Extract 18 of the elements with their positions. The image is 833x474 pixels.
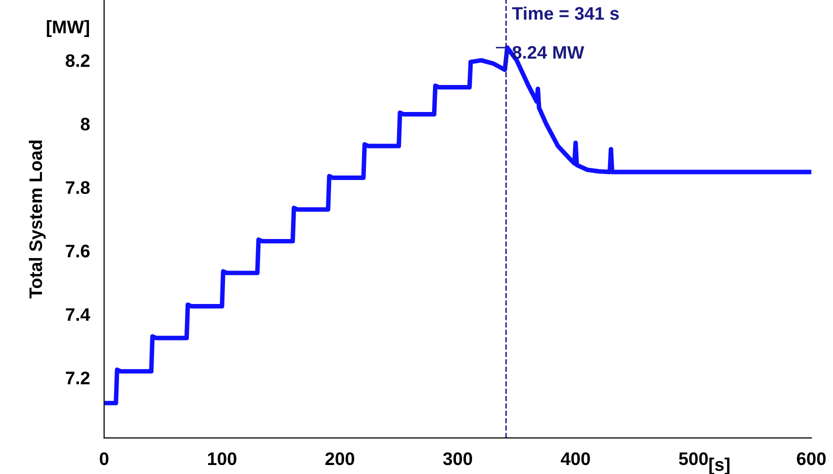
x-tick-label: 600 — [796, 452, 826, 466]
x-tick-label: 500 — [678, 452, 708, 466]
x-tick-label: 100 — [208, 452, 236, 466]
line-series — [104, 45, 812, 406]
y-tick-label: 7.2 — [66, 372, 90, 384]
x-tick-label: 200 — [325, 452, 354, 466]
y-tick-label: 7.6 — [66, 244, 90, 258]
y-tick-label: 8 — [80, 118, 90, 130]
annotation: 8.24 MW — [512, 46, 584, 59]
x-tick-label: 0 — [100, 452, 108, 466]
x-tick-label: 300 — [443, 452, 472, 466]
y-tick-label: 7.4 — [66, 308, 90, 321]
y-axis-title: Total System Load — [28, 140, 46, 298]
y-tick-label: 8.2 — [66, 54, 90, 68]
ref-line-label: Time = 341 s — [512, 6, 619, 20]
x-tick-label: 400 — [560, 452, 590, 466]
y-tick-label: 7.8 — [66, 181, 90, 194]
text: [MW] — [46, 20, 89, 37]
